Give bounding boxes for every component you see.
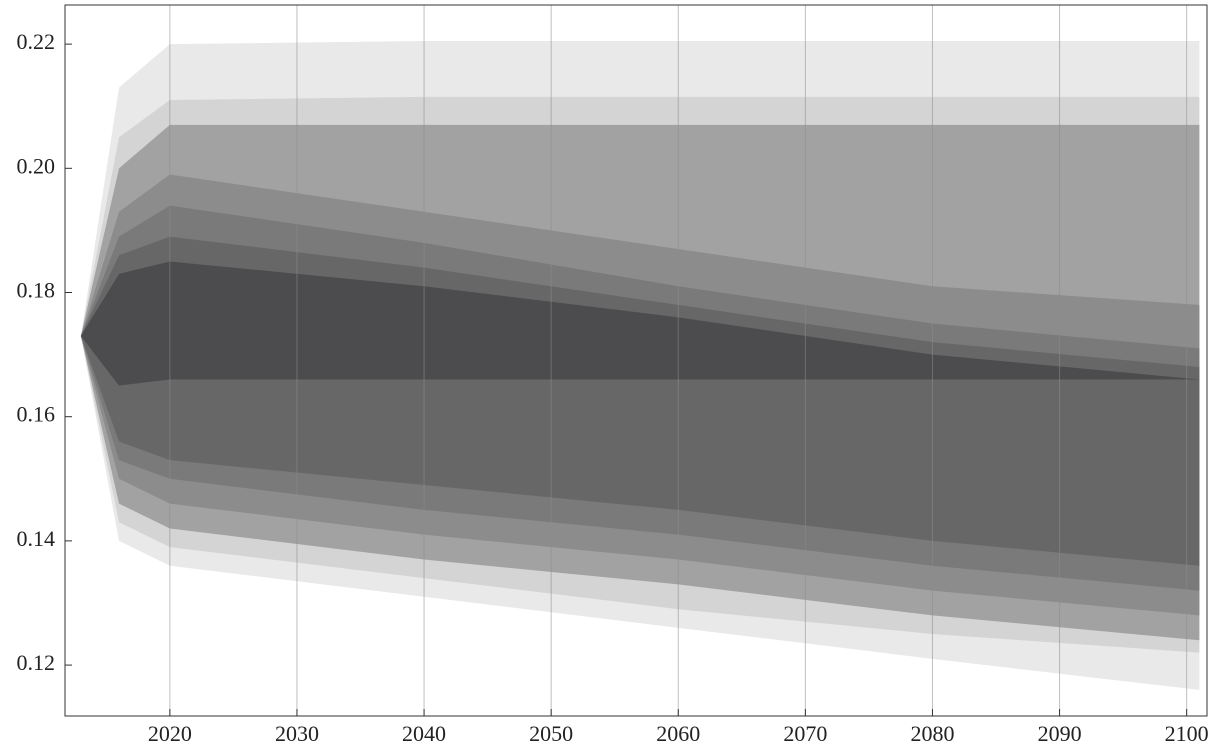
y-tick-label: 0.22: [17, 29, 56, 54]
x-tick-label: 2040: [402, 721, 446, 746]
x-tick-label: 2030: [275, 721, 319, 746]
plot-frame: [64, 4, 1208, 717]
y-tick-label: 0.12: [17, 650, 56, 675]
y-tick-label: 0.20: [17, 153, 56, 178]
y-tick-label: 0.18: [17, 278, 56, 303]
x-tick-label: 2090: [1038, 721, 1082, 746]
y-tick-label: 0.14: [17, 526, 56, 551]
x-tick-label: 2050: [529, 721, 573, 746]
x-tick-label: 2070: [783, 721, 827, 746]
x-tick-label: 2100: [1165, 721, 1209, 746]
fan-band: [80, 261, 1200, 386]
x-tick-label: 2020: [148, 721, 192, 746]
x-tick-label: 2080: [910, 721, 954, 746]
y-tick-label: 0.16: [17, 402, 56, 427]
x-tick-label: 2060: [656, 721, 700, 746]
